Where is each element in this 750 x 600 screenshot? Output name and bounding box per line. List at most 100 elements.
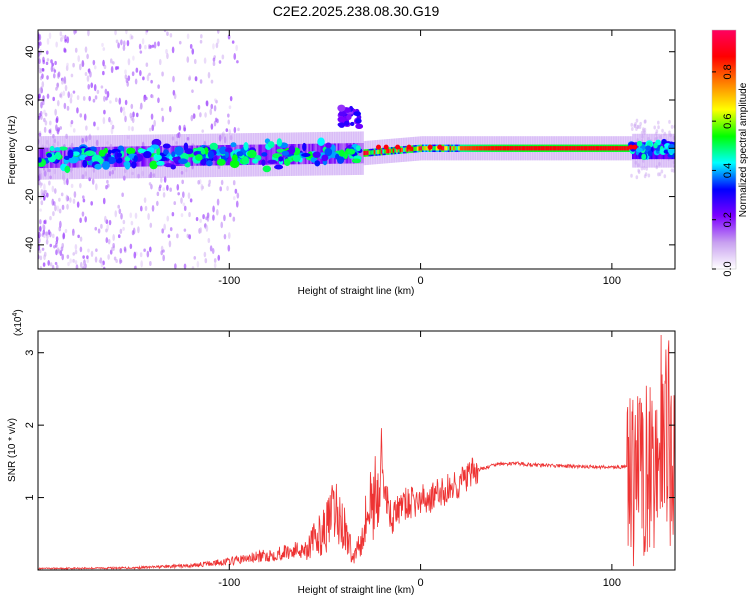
spectrogram-speckle: [220, 221, 224, 229]
spectrogram-speckle: [227, 113, 230, 118]
spectrogram-speckle: [233, 53, 237, 60]
spectrogram-speckle: [42, 223, 45, 230]
spectrogram-speckle: [47, 143, 51, 149]
spectrogram-speckle: [38, 244, 41, 251]
spectrogram-speckle: [147, 212, 150, 221]
spectrogram-cell: [260, 144, 263, 165]
spectrogram-speckle: [58, 197, 61, 202]
spectrogram-speckle: [88, 95, 91, 102]
spectrogram-cell: [532, 146, 535, 151]
spectrogram-speckle: [38, 93, 41, 99]
spectrogram-cell: [489, 146, 492, 151]
spectrogram-cell: [124, 146, 127, 167]
spectrogram-blob: [667, 153, 675, 158]
spectrogram-cell: [475, 146, 478, 151]
spectrogram-speckle: [670, 168, 674, 173]
spectrogram-cell: [559, 146, 562, 151]
spectrogram-speckle: [204, 112, 207, 118]
spectrogram-cell: [377, 149, 380, 155]
spectrogram-cell: [122, 146, 125, 167]
spectrogram-speckle: [231, 40, 235, 44]
spectrogram-speckle: [126, 39, 130, 47]
spectrogram-cell: [521, 146, 525, 151]
spectrogram-blob: [195, 154, 203, 161]
snr-ylabel: SNR (10 * v/v): [7, 418, 18, 482]
spectrogram-speckle: [146, 250, 150, 258]
spectrogram-speckle: [139, 69, 142, 77]
spectrogram-speckle: [70, 171, 73, 179]
spectrogram-speckle: [204, 258, 208, 264]
spectrogram-speckle: [83, 113, 87, 121]
spectrogram-speckle: [90, 201, 93, 206]
spectrogram-speckle: [182, 191, 185, 198]
spectrogram-speckle: [660, 169, 664, 174]
spectrogram-cell: [378, 149, 382, 154]
spectrogram-speckle: [43, 251, 47, 257]
spectrogram-cell: [564, 146, 568, 151]
spectrogram-speckle: [237, 127, 240, 132]
spectrogram-speckle: [56, 205, 60, 212]
spectrogram-cell: [508, 146, 511, 151]
spectrogram-blob: [267, 159, 278, 165]
spectrogram-cell: [554, 146, 557, 151]
spectrogram-blob: [219, 146, 228, 155]
spectrogram-speckle: [72, 252, 76, 256]
spectrogram-speckle: [197, 179, 200, 185]
spectrogram-cell: [464, 146, 468, 151]
spectrogram-cell: [566, 146, 569, 151]
spectrogram-cell: [387, 148, 390, 154]
spectrogram-speckle: [105, 228, 108, 233]
spectrogram-blob: [636, 140, 643, 147]
spectrogram-speckle: [39, 208, 42, 212]
tick-label: 3: [24, 350, 36, 356]
spectrogram-speckle: [157, 41, 160, 47]
spectrogram-blob: [137, 148, 147, 153]
spectrogram-speckle: [74, 249, 78, 255]
spectrogram-speckle: [135, 112, 139, 118]
spectrogram-hotspot: [628, 144, 634, 150]
spectrogram-speckle: [214, 98, 217, 102]
spectrogram-speckle: [103, 95, 106, 102]
spectrogram-speckle: [163, 223, 166, 231]
spectrogram-speckle: [647, 173, 651, 178]
spectrogram-speckle: [658, 172, 662, 177]
spectrogram-speckle: [38, 115, 41, 120]
spectrogram-cell: [482, 146, 485, 151]
spectrogram-speckle: [50, 65, 54, 73]
spectrogram-cell: [483, 146, 487, 151]
spectrogram-speckle: [184, 168, 188, 173]
spectrogram-cell: [600, 146, 604, 151]
spectrogram-speckle: [207, 71, 211, 79]
spectrogram-speckle: [105, 141, 109, 145]
spectrogram-blob: [54, 151, 62, 160]
spectrogram-speckle: [672, 168, 675, 173]
spectrogram-speckle: [672, 160, 675, 165]
spectrogram-speckle: [120, 39, 123, 46]
spectrogram-speckle: [191, 89, 194, 93]
spectrogram-speckle: [73, 191, 77, 198]
colorbar-gradient: [712, 30, 736, 269]
spectrogram-speckle: [657, 125, 660, 130]
tick-label: 20: [24, 94, 36, 106]
spectrogram-speckle: [653, 125, 657, 130]
spectrogram-speckle: [163, 30, 167, 33]
spectrogram-cell: [366, 150, 370, 155]
spectrogram-cell: [397, 148, 401, 153]
spectrogram-speckle: [112, 233, 115, 242]
spectrogram-speckle: [206, 214, 210, 222]
spectrogram-cell: [583, 146, 587, 151]
spectrogram-speckle: [56, 82, 59, 89]
spectrogram-speckle: [105, 96, 108, 101]
spectrogram-speckle: [157, 97, 160, 104]
spectrogram-speckle: [74, 244, 78, 251]
spectrogram-speckle: [59, 220, 62, 228]
spectrogram-cell: [569, 146, 573, 151]
spectrogram-speckle: [82, 96, 86, 101]
snr-panel: -100 0 100 1 2 3 (x104) Height of straight l…: [7, 309, 676, 596]
spectrogram-speckle: [188, 234, 191, 240]
spectrogram-speckle: [209, 108, 213, 116]
spectrogram-speckle: [95, 139, 99, 147]
spectrogram-cell: [609, 146, 612, 151]
spectrogram-speckle: [176, 233, 179, 239]
spectrogram-blob: [124, 161, 131, 170]
